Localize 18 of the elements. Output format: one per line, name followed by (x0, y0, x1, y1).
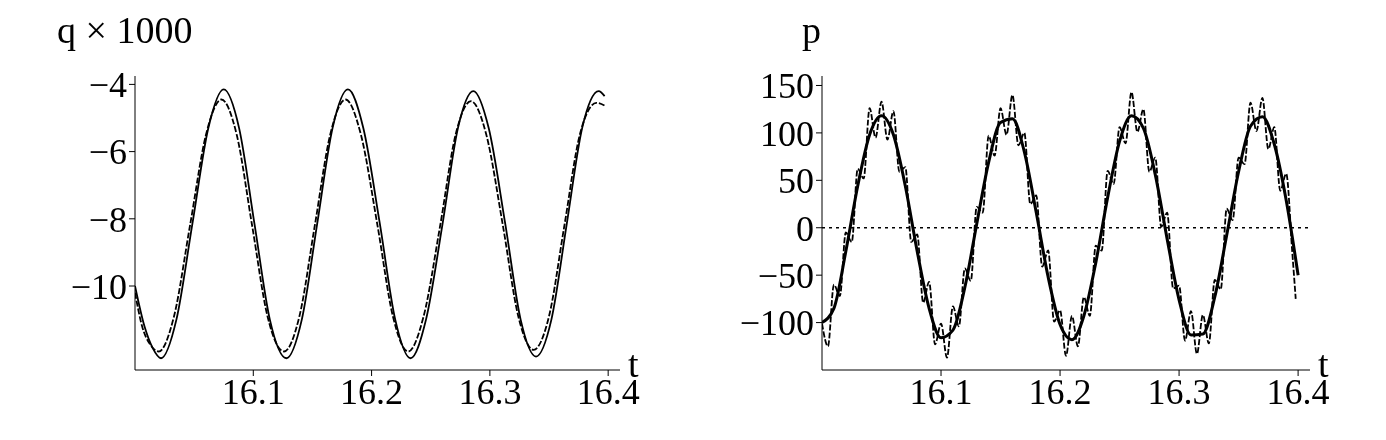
y-axis-title: q × 1000 (57, 8, 193, 52)
x-tick-label: 16.1 (221, 371, 285, 412)
y-tick-label: −8 (88, 199, 127, 240)
y-tick-label: −50 (757, 255, 814, 296)
y-tick-label: −100 (739, 303, 814, 344)
x-tick-label: 16.2 (1028, 371, 1092, 412)
y-tick-label: 0 (796, 208, 814, 249)
y-axis-title: p (802, 8, 821, 52)
x-tick-label: 16.3 (458, 371, 522, 412)
y-tick-label: 50 (778, 161, 814, 202)
x-tick-label: 16.3 (1147, 371, 1211, 412)
y-tick-label: −10 (70, 266, 127, 307)
x-tick-label: 16.1 (909, 371, 973, 412)
y-tick-label: 150 (760, 66, 814, 107)
y-tick-label: −6 (88, 132, 127, 173)
x-tick-label: 16.2 (340, 371, 404, 412)
y-tick-label: 100 (760, 113, 814, 154)
y-tick-label: −4 (88, 65, 127, 106)
